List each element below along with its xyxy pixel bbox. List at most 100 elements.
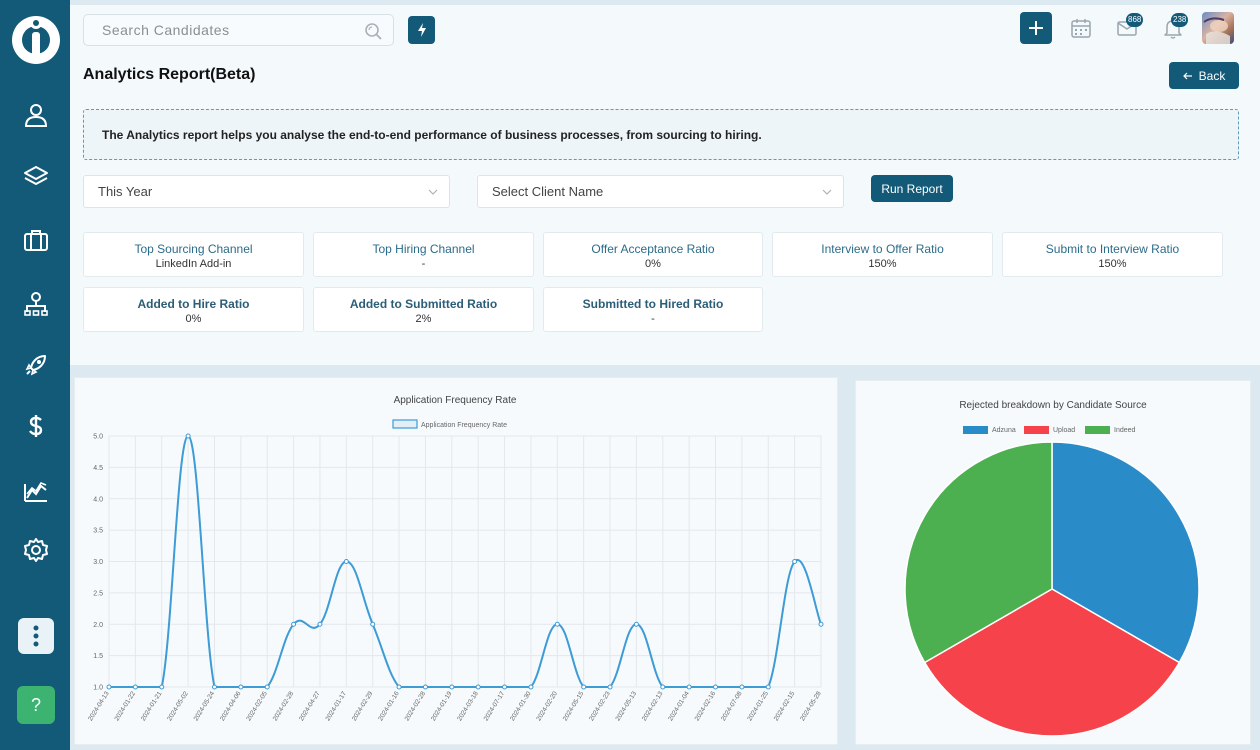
- metric-card-added-to-hire-ratio: Added to Hire Ratio 0%: [83, 287, 304, 332]
- y-tick-label: 1.0: [93, 685, 103, 692]
- x-tick-label: 2024-05-15: [562, 690, 586, 722]
- data-point[interactable]: [792, 559, 798, 564]
- metric-value: 0%: [185, 313, 202, 325]
- data-point[interactable]: [317, 621, 323, 627]
- metric-card-interview-to-offer-ratio: Interview to Offer Ratio 150%: [772, 232, 993, 277]
- page-title: Analytics Report(Beta): [83, 66, 256, 83]
- search-input[interactable]: [102, 15, 352, 45]
- add-button[interactable]: [1020, 12, 1052, 44]
- x-tick-label: 2024-01-19: [430, 690, 454, 722]
- data-point[interactable]: [449, 684, 455, 690]
- application-frequency-chart: Application Frequency Rate Application F…: [87, 395, 824, 722]
- data-point[interactable]: [106, 684, 112, 690]
- avatar[interactable]: [1202, 12, 1234, 44]
- data-point[interactable]: [185, 433, 191, 439]
- metric-card-added-to-submitted-ratio: Added to Submitted Ratio 2%: [313, 287, 534, 332]
- vertical-dots-icon: [33, 625, 39, 647]
- data-point[interactable]: [238, 684, 244, 690]
- data-point[interactable]: [581, 684, 587, 690]
- x-tick-label: 2024-02-15: [773, 690, 797, 722]
- data-point[interactable]: [422, 684, 428, 690]
- metric-label: Submitted to Hired Ratio: [582, 297, 724, 311]
- dollar-icon[interactable]: [21, 411, 51, 441]
- metric-label: Top Sourcing Channel: [134, 242, 253, 256]
- x-tick-label: 2024-04-13: [87, 690, 111, 722]
- y-tick-label: 4.5: [93, 465, 103, 472]
- gear-icon[interactable]: [21, 535, 51, 565]
- period-select[interactable]: This Year: [83, 175, 450, 208]
- data-point[interactable]: [159, 684, 165, 690]
- data-point[interactable]: [554, 621, 560, 627]
- data-point[interactable]: [291, 621, 297, 627]
- data-point[interactable]: [713, 684, 719, 690]
- metric-value: -: [421, 258, 426, 270]
- search-icon[interactable]: [363, 21, 383, 41]
- legend-swatch: [963, 426, 988, 434]
- data-point[interactable]: [343, 559, 349, 564]
- chart-title: Application Frequency Rate: [394, 395, 517, 406]
- chevron-down-icon: [822, 189, 832, 195]
- x-tick-label: 2024-05-02: [166, 690, 190, 722]
- data-point[interactable]: [475, 684, 481, 690]
- data-point[interactable]: [370, 621, 376, 627]
- data-point[interactable]: [396, 684, 402, 690]
- back-button-label: Back: [1198, 68, 1226, 83]
- metric-value: 0%: [645, 258, 661, 270]
- data-point[interactable]: [633, 621, 639, 627]
- more-options-button[interactable]: [18, 618, 54, 654]
- user-icon[interactable]: [21, 100, 51, 130]
- pie-slice-upload[interactable]: [923, 588, 1181, 737]
- calendar-icon[interactable]: [1070, 17, 1092, 39]
- data-point[interactable]: [502, 684, 508, 690]
- x-tick-label: 2024-05-13: [615, 690, 639, 722]
- rejected-breakdown-chart-panel: Rejected breakdown by Candidate Source A…: [855, 380, 1251, 745]
- rocket-icon[interactable]: [21, 350, 51, 380]
- layers-icon[interactable]: [21, 162, 51, 192]
- x-tick-label: 2024-01-21: [140, 690, 164, 722]
- quick-action-button[interactable]: [408, 16, 435, 44]
- run-report-button[interactable]: Run Report: [871, 175, 953, 202]
- x-tick-label: 2024-05-24: [193, 690, 217, 722]
- y-tick-label: 4.0: [93, 496, 103, 503]
- x-tick-label: 2024-05-28: [799, 690, 823, 722]
- sidebar: ?: [0, 0, 70, 750]
- metric-value: 2%: [415, 313, 432, 325]
- metric-card-offer-acceptance-ratio: Offer Acceptance Ratio 0%: [543, 232, 763, 277]
- data-point[interactable]: [211, 684, 217, 690]
- chevron-down-icon: [428, 189, 438, 195]
- analytics-icon[interactable]: [21, 475, 51, 505]
- x-tick-label: 2024-02-28: [404, 690, 428, 722]
- legend-label: Upload: [1053, 427, 1075, 434]
- back-button[interactable]: Back: [1169, 62, 1239, 89]
- notification-badge: 238: [1171, 13, 1189, 27]
- metric-label: Top Hiring Channel: [372, 242, 475, 256]
- briefcase-icon[interactable]: [21, 225, 51, 255]
- client-select[interactable]: Select Client Name: [477, 175, 844, 208]
- legend-label: Indeed: [1114, 427, 1136, 434]
- pie-slice-adzuna[interactable]: [1051, 441, 1200, 664]
- legend-swatch: [1085, 426, 1110, 434]
- data-point[interactable]: [818, 621, 824, 627]
- metric-label: Offer Acceptance Ratio: [591, 242, 715, 256]
- data-point[interactable]: [739, 684, 745, 690]
- x-tick-label: 2024-02-20: [535, 690, 559, 722]
- data-point[interactable]: [528, 684, 534, 690]
- data-point[interactable]: [132, 684, 138, 690]
- app-logo[interactable]: [11, 10, 61, 66]
- help-button[interactable]: ?: [17, 686, 55, 724]
- x-tick-label: 2024-02-13: [641, 690, 665, 722]
- y-tick-label: 3.0: [93, 559, 103, 566]
- application-frequency-chart-panel: Application Frequency Rate Application F…: [74, 377, 838, 745]
- org-chart-icon[interactable]: [21, 289, 51, 319]
- data-point[interactable]: [765, 684, 771, 690]
- arrow-left-icon: [1182, 72, 1192, 79]
- data-point[interactable]: [607, 684, 613, 690]
- data-point[interactable]: [686, 684, 692, 690]
- y-tick-label: 3.5: [93, 528, 103, 535]
- pie-slice-indeed[interactable]: [904, 441, 1053, 664]
- y-tick-label: 1.5: [93, 653, 103, 660]
- x-tick-label: 2024-04-06: [219, 690, 243, 722]
- x-tick-label: 2024-01-17: [324, 690, 348, 722]
- data-point[interactable]: [660, 684, 666, 690]
- data-point[interactable]: [264, 684, 270, 690]
